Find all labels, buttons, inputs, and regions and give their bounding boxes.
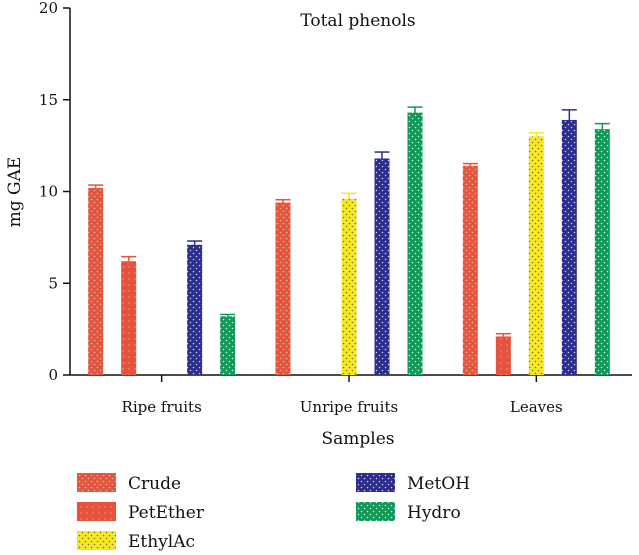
legend-swatch-ethylac	[77, 531, 116, 550]
bar-hydro-unripe-fruits	[407, 112, 423, 375]
y-tick-label: 0	[48, 366, 58, 384]
legend: Crude PetEther EthylAc MetOH Hydro	[77, 473, 470, 552]
bar-hydro-ripe-fruits	[220, 316, 236, 375]
bars	[88, 106, 610, 375]
chart-title: Total phenols	[300, 11, 415, 31]
x-axis-label: Samples	[321, 429, 394, 449]
legend-label-hydro: Hydro	[407, 503, 461, 523]
legend-swatch-metoh	[356, 473, 395, 492]
x-tick-label: Unripe fruits	[300, 398, 398, 416]
legend-swatch-petether	[77, 502, 116, 521]
bar-crude-ripe-fruits	[88, 187, 104, 375]
bar-crude-unripe-fruits	[275, 202, 291, 375]
bar-metoh-leaves	[561, 119, 577, 375]
bar-hydro-leaves	[594, 129, 610, 375]
legend-label-crude: Crude	[128, 474, 181, 494]
legend-swatch-hydro	[356, 502, 395, 521]
bar-metoh-ripe-fruits	[187, 244, 203, 375]
legend-label-petether: PetEther	[128, 503, 205, 523]
bar-ethylac-leaves	[528, 136, 544, 375]
bar-petether-ripe-fruits	[121, 261, 137, 375]
legend-label-metoh: MetOH	[407, 474, 470, 494]
y-tick-label: 10	[39, 183, 58, 201]
legend-label-ethylac: EthylAc	[128, 532, 195, 552]
y-tick-label: 20	[39, 0, 58, 17]
legend-swatch-crude	[77, 473, 116, 492]
bar-metoh-unripe-fruits	[374, 158, 390, 375]
bar-petether-leaves	[495, 336, 511, 375]
y-tick-label: 5	[48, 274, 58, 292]
x-tick-label: Ripe fruits	[122, 398, 202, 416]
y-tick-label: 15	[39, 91, 58, 109]
bar-crude-leaves	[462, 165, 478, 375]
bar-ethylac-unripe-fruits	[341, 198, 357, 375]
axes: 0 5 10 15 20 Ripe fruits Unripe fruits Leaves	[39, 0, 632, 416]
x-tick-label: Leaves	[510, 398, 563, 416]
y-axis-label: mg GAE	[5, 157, 25, 228]
